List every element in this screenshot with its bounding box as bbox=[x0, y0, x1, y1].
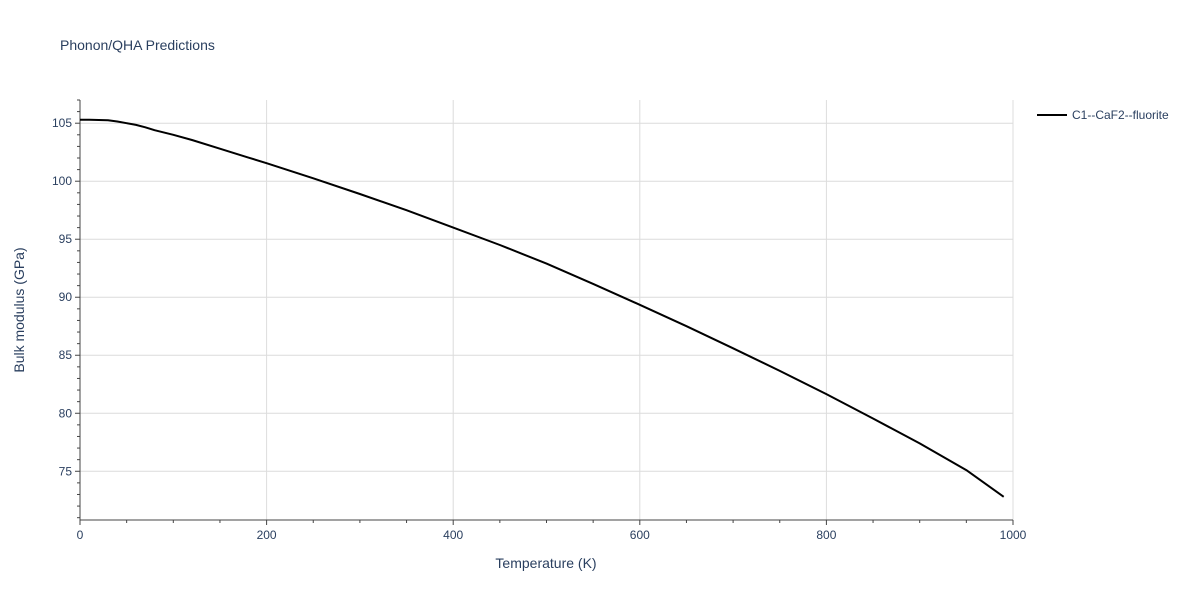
x-tick-label: 1000 bbox=[1000, 528, 1027, 542]
y-tick-label: 85 bbox=[59, 348, 73, 362]
y-tick-label: 95 bbox=[59, 232, 73, 246]
x-tick-label: 800 bbox=[816, 528, 836, 542]
y-tick-label: 90 bbox=[59, 290, 73, 304]
gridlines bbox=[80, 100, 1014, 520]
plot-area bbox=[80, 118, 1005, 498]
axes bbox=[79, 100, 1013, 521]
x-tick-label: 400 bbox=[443, 528, 463, 542]
legend[interactable]: C1--CaF2--fluorite bbox=[1037, 108, 1169, 122]
x-axis-ticks: 0 200 400 600 800 1000 bbox=[77, 520, 1027, 542]
series-line bbox=[80, 118, 1005, 498]
y-axis-title: Bulk modulus (GPa) bbox=[11, 247, 27, 372]
y-tick-label: 80 bbox=[59, 406, 73, 420]
y-axis-ticks: 75 80 85 90 95 100 105 bbox=[52, 99, 80, 519]
x-tick-label: 600 bbox=[630, 528, 650, 542]
x-axis-title: Temperature (K) bbox=[495, 555, 596, 571]
x-tick-label: 0 bbox=[77, 528, 84, 542]
y-tick-label: 75 bbox=[59, 464, 73, 478]
y-tick-label: 100 bbox=[52, 174, 72, 188]
legend-label: C1--CaF2--fluorite bbox=[1072, 108, 1169, 122]
chart-title: Phonon/QHA Predictions bbox=[60, 37, 215, 53]
y-tick-label: 105 bbox=[52, 116, 72, 130]
x-tick-label: 200 bbox=[257, 528, 277, 542]
